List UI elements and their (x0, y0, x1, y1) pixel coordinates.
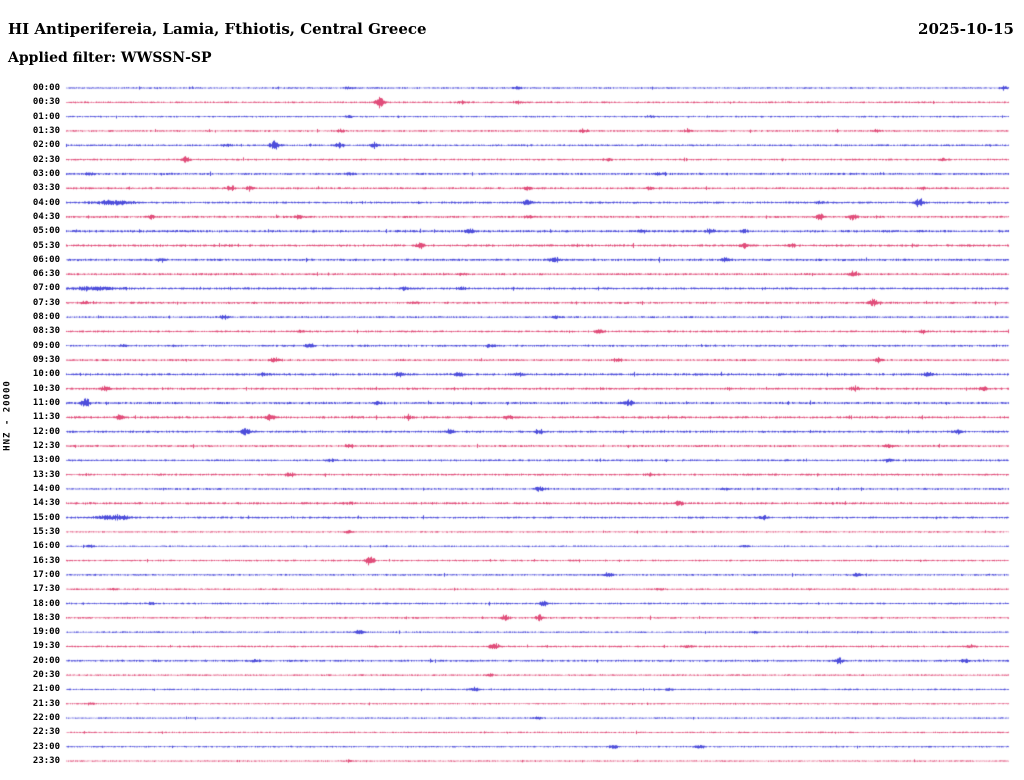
row-time-label: 10:30 (32, 383, 60, 394)
row-time-label: 23:00 (32, 741, 60, 752)
row-time-label: 17:00 (32, 569, 60, 580)
row-time-label: 00:00 (32, 83, 60, 93)
page-title: HI Antiperifereia, Lamia, Fthiotis, Cent… (8, 20, 427, 38)
filter-label: Applied filter: WWSSN-SP (8, 50, 212, 66)
row-time-label: 11:30 (32, 412, 60, 423)
row-time-label: 23:30 (32, 756, 60, 767)
row-time-label: 04:00 (32, 197, 60, 208)
row-time-label: 04:30 (32, 211, 60, 222)
row-time-label: 20:30 (32, 670, 60, 681)
row-time-label: 06:30 (32, 269, 60, 280)
row-time-label: 14:00 (32, 483, 60, 494)
row-time-label: 06:00 (32, 254, 60, 265)
row-time-label: 13:00 (32, 455, 60, 466)
row-time-label: 09:00 (32, 340, 60, 351)
row-time-label: 20:00 (32, 655, 60, 666)
row-time-label: 03:30 (32, 183, 60, 194)
row-time-label: 11:00 (32, 398, 60, 409)
row-time-label: 17:30 (32, 584, 60, 595)
row-time-label: 22:30 (32, 727, 60, 738)
row-time-label: 16:30 (32, 555, 60, 566)
row-time-label: 08:30 (32, 326, 60, 337)
row-time-label: 13:30 (32, 469, 60, 480)
row-time-label: 02:00 (32, 140, 60, 151)
row-time-label: 03:00 (32, 168, 60, 179)
row-time-label: 15:30 (32, 526, 60, 537)
row-time-label: 21:30 (32, 698, 60, 709)
row-time-label: 18:30 (32, 612, 60, 623)
row-time-label: 09:30 (32, 355, 60, 366)
row-time-label: 12:30 (32, 441, 60, 451)
row-time-label: 07:00 (32, 283, 60, 294)
row-time-label: 07:30 (32, 297, 60, 308)
row-time-label: 05:30 (32, 240, 60, 251)
row-time-label: 21:00 (32, 684, 60, 695)
row-time-label: 19:30 (32, 641, 60, 652)
row-time-label: 12:00 (32, 426, 60, 437)
row-time-label: 08:00 (32, 312, 60, 323)
row-time-label: 01:30 (32, 125, 60, 136)
row-time-label: 19:00 (32, 627, 60, 638)
row-time-label: 14:30 (32, 498, 60, 509)
row-time-label: 00:30 (32, 97, 60, 108)
row-time-label: 18:00 (32, 598, 60, 609)
row-time-label: 05:00 (32, 226, 60, 237)
row-time-label: 10:00 (32, 369, 60, 380)
row-time-label: 02:30 (32, 154, 60, 165)
row-time-label: 15:00 (32, 512, 60, 523)
row-time-label: 01:00 (32, 111, 60, 122)
date-label: 2025-10-15 (918, 20, 1014, 38)
row-time-label: 16:00 (32, 541, 60, 552)
row-time-label: 22:00 (32, 713, 60, 724)
